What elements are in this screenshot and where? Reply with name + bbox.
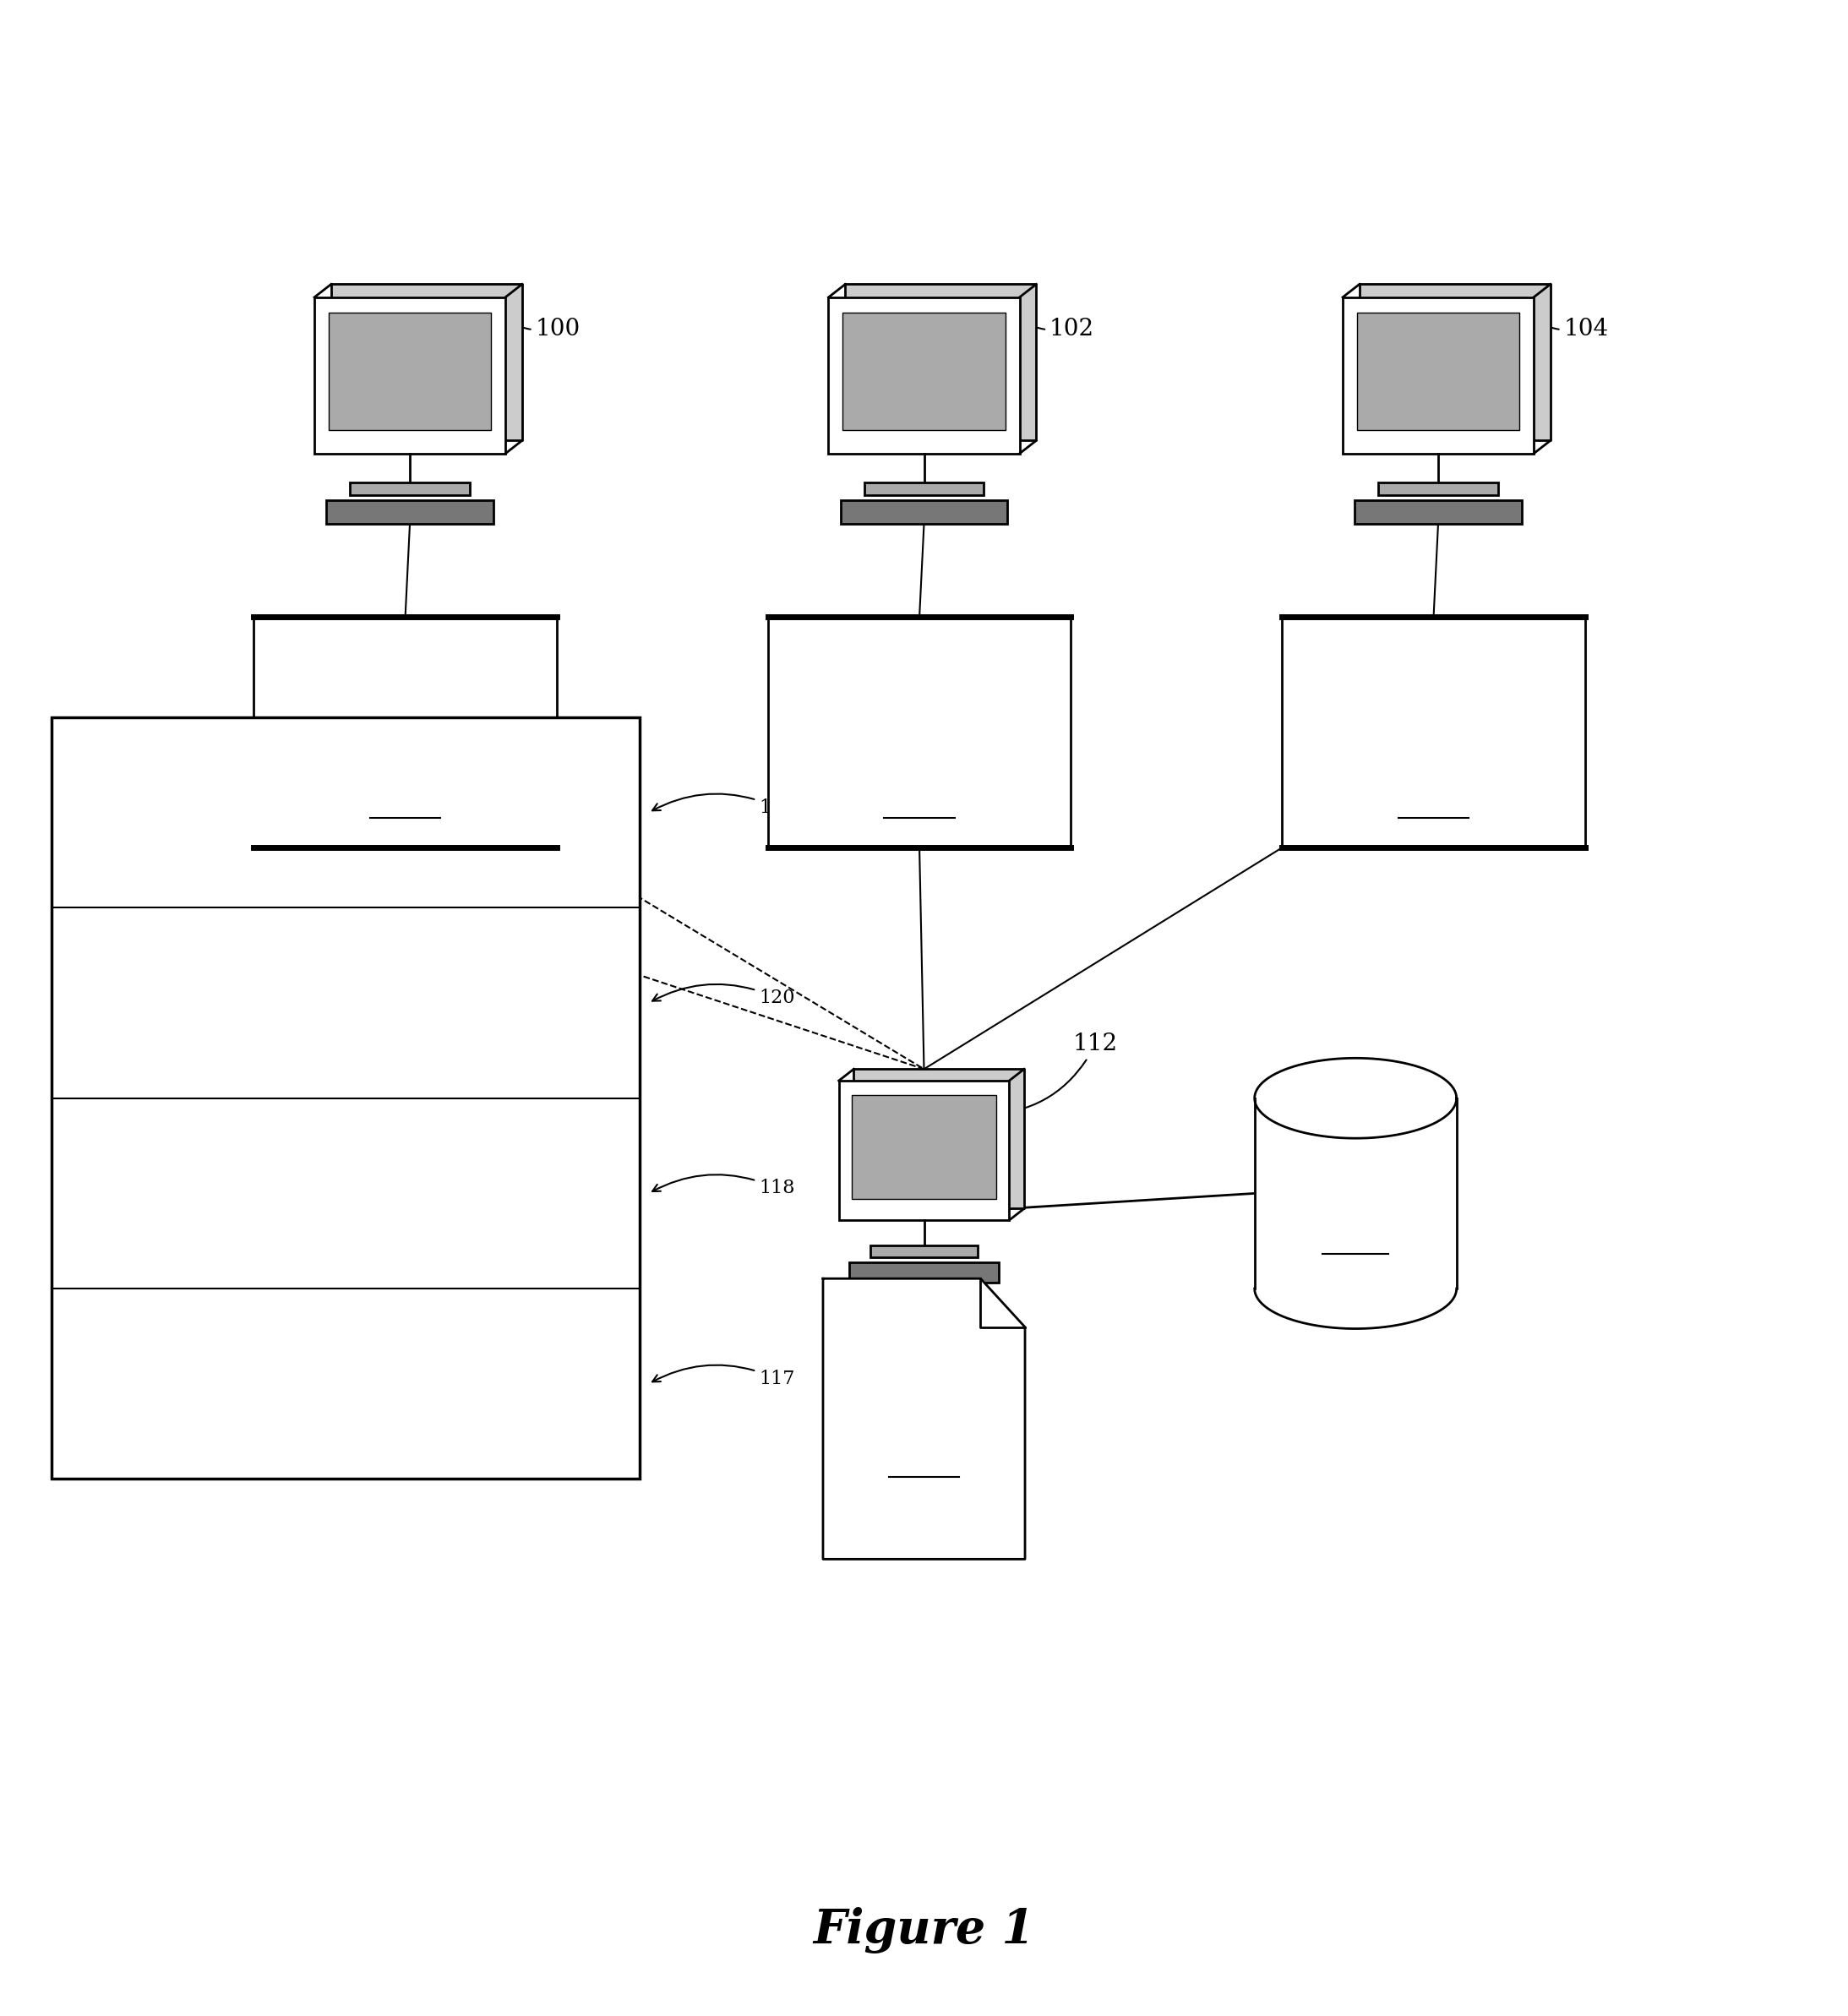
Text: 118: 118 <box>652 1175 795 1198</box>
FancyBboxPatch shape <box>841 500 1007 524</box>
FancyBboxPatch shape <box>839 1081 1009 1220</box>
FancyBboxPatch shape <box>349 482 469 496</box>
FancyBboxPatch shape <box>253 617 556 847</box>
Text: Test result
packet: Test result packet <box>869 685 970 726</box>
FancyBboxPatch shape <box>1379 482 1499 496</box>
Text: 102: 102 <box>1003 306 1094 341</box>
FancyBboxPatch shape <box>843 312 1005 429</box>
Text: 104: 104 <box>1519 306 1608 341</box>
FancyBboxPatch shape <box>850 1262 998 1282</box>
Text: Model Identifier: Model Identifier <box>207 1377 344 1391</box>
Text: 110: 110 <box>1416 792 1451 810</box>
Text: 116: 116 <box>906 1452 942 1470</box>
FancyBboxPatch shape <box>870 1246 978 1258</box>
FancyBboxPatch shape <box>852 1095 996 1200</box>
FancyBboxPatch shape <box>828 296 1020 454</box>
Text: 122: 122 <box>652 794 795 816</box>
FancyBboxPatch shape <box>1355 500 1521 524</box>
Polygon shape <box>822 1278 1026 1558</box>
FancyBboxPatch shape <box>1356 312 1519 429</box>
Text: 100: 100 <box>490 306 580 341</box>
FancyBboxPatch shape <box>1283 617 1586 847</box>
Text: 117: 117 <box>652 1365 795 1389</box>
FancyBboxPatch shape <box>865 482 983 496</box>
FancyBboxPatch shape <box>329 312 492 429</box>
Polygon shape <box>1255 1099 1456 1288</box>
FancyBboxPatch shape <box>314 296 505 454</box>
Text: Dictionary/Checksum: Dictionary/Checksum <box>185 1185 366 1202</box>
Text: 112: 112 <box>987 1032 1118 1119</box>
Text: 114: 114 <box>1338 1230 1373 1246</box>
Text: 108: 108 <box>902 792 937 810</box>
Text: 120: 120 <box>652 984 795 1008</box>
Text: Test result
packet: Test result packet <box>355 685 456 726</box>
FancyBboxPatch shape <box>327 500 493 524</box>
Text: Report: Report <box>891 1375 957 1395</box>
Text: Figure 1: Figure 1 <box>813 1907 1035 1954</box>
Polygon shape <box>1255 1058 1456 1139</box>
Polygon shape <box>331 284 521 442</box>
Text: Test result
packet: Test result packet <box>1382 685 1484 726</box>
Polygon shape <box>854 1068 1024 1208</box>
Polygon shape <box>845 284 1037 442</box>
Text: Bitmap/Countmap
Representation: Bitmap/Countmap Representation <box>200 796 351 829</box>
Text: Non-volatile
store: Non-volatile store <box>1301 1139 1410 1175</box>
FancyBboxPatch shape <box>769 617 1070 847</box>
Text: Test Pattern Information: Test Pattern Information <box>172 996 379 1010</box>
Polygon shape <box>1360 284 1550 442</box>
FancyBboxPatch shape <box>1343 296 1534 454</box>
FancyBboxPatch shape <box>52 718 639 1480</box>
Text: 106: 106 <box>388 792 423 810</box>
